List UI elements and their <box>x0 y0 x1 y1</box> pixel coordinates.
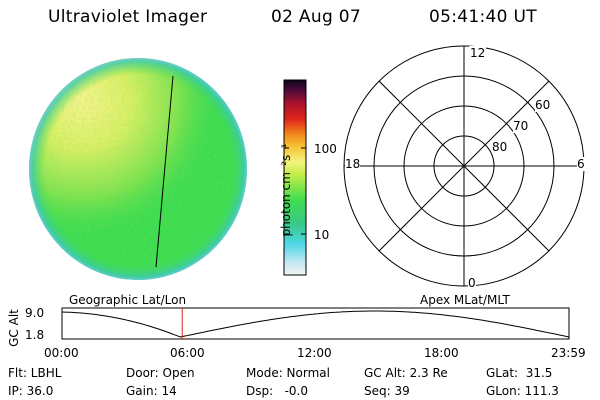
color-bar <box>283 79 307 276</box>
orbit-x-tick-2359: 23:59 <box>551 346 586 360</box>
status-glat: GLat: 31.5 <box>486 366 553 380</box>
status-dsp: Dsp: -0.0 <box>246 384 309 398</box>
lat-label-80: 80 <box>492 140 508 154</box>
terminator-line <box>155 75 174 268</box>
colorbar-tick-100: 100 <box>314 142 337 156</box>
status-glon: GLon: 111.3 <box>486 384 559 398</box>
orbit-y-axis-label: GC Alt <box>7 309 21 347</box>
mlt-label-12: 12 <box>469 46 487 60</box>
orbit-x-tick-0000: 00:00 <box>44 346 79 360</box>
observation-date: 02 Aug 07 <box>271 7 361 27</box>
orbit-left-label: Geographic Lat/Lon <box>69 293 187 307</box>
status-ip: IP: 36.0 <box>8 384 54 398</box>
mlt-label-18: 18 <box>345 157 361 171</box>
instrument-title: Ultraviolet Imager <box>48 7 208 27</box>
status-door: Door: Open <box>126 366 195 380</box>
uv-image <box>29 58 247 280</box>
lat-label-70: 70 <box>513 119 529 133</box>
orbit-y-tick-low: 1.8 <box>25 328 45 342</box>
orbit-right-label: Apex MLat/MLT <box>420 293 510 307</box>
orbit-x-tick-1800: 18:00 <box>424 346 459 360</box>
orbit-x-tick-1200: 12:00 <box>297 346 332 360</box>
orbit-y-tick-high: 9.0 <box>25 306 45 320</box>
status-mode: Mode: Normal <box>246 366 330 380</box>
status-gc-alt: GC Alt: 2.3 Re <box>364 366 448 380</box>
polar-plot <box>343 45 585 287</box>
lat-label-60: 60 <box>535 98 551 112</box>
colorbar-unit-label: photon cm⁻²s⁻¹ <box>279 143 293 237</box>
orbit-altitude-plot <box>61 307 570 340</box>
mlt-label-0: 0 <box>468 276 476 290</box>
status-filter: Flt: LBHL <box>8 366 62 380</box>
polar-diagonal-2 <box>378 80 550 252</box>
orbit-altitude-curve <box>61 310 570 338</box>
orbit-x-tick-0600: 06:00 <box>170 346 205 360</box>
colorbar-tick-10: 10 <box>314 228 330 242</box>
mlt-label-6: 6 <box>577 157 585 171</box>
status-gain: Gain: 14 <box>126 384 177 398</box>
status-seq: Seq: 39 <box>364 384 410 398</box>
observation-time: 05:41:40 UT <box>429 7 537 27</box>
